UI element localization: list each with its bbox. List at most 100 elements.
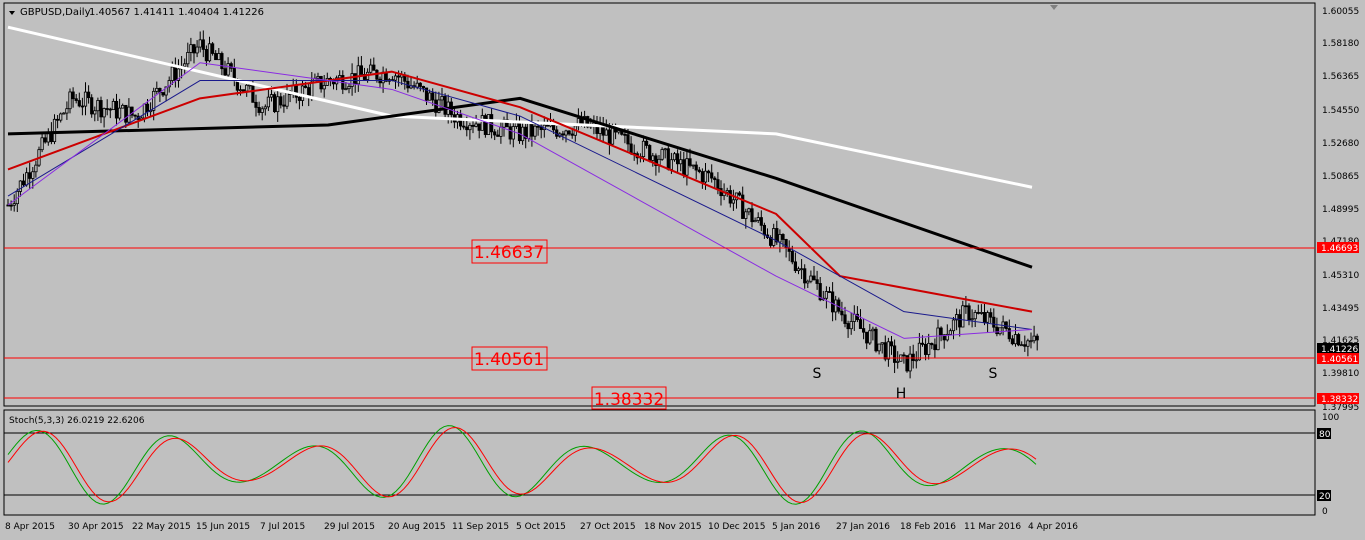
candle-body: [319, 76, 323, 90]
stoch-d-line: [7, 427, 1037, 504]
pattern-head: H: [896, 386, 907, 402]
candle-body: [998, 327, 1002, 335]
candle-body: [269, 94, 274, 98]
time-label: 5 Oct 2015: [516, 522, 566, 532]
candle-body: [105, 108, 109, 110]
candle-body: [688, 158, 692, 166]
candle-body: [545, 124, 550, 127]
candle-body: [489, 114, 494, 133]
candle-body: [939, 327, 943, 336]
candle-body: [517, 122, 522, 142]
candle-body: [195, 46, 199, 54]
time-label: 11 Sep 2015: [452, 522, 509, 532]
candle-body: [862, 328, 866, 333]
candle-body: [679, 159, 683, 165]
candle-body: [257, 106, 261, 113]
candle-body: [815, 279, 819, 284]
candle-body: [800, 268, 804, 271]
candle-body: [524, 126, 528, 139]
candle-body: [806, 280, 810, 284]
time-label: 8 Apr 2015: [5, 522, 55, 532]
level-badge-3: [1317, 393, 1359, 404]
candle-body: [251, 84, 255, 103]
candle-body: [762, 224, 767, 236]
candle-body: [393, 75, 398, 81]
candle-body: [858, 319, 863, 329]
pattern-right-shoulder: S: [989, 366, 998, 382]
candle-body: [56, 118, 60, 121]
candle-body: [192, 44, 196, 54]
time-label: 29 Jul 2015: [324, 522, 375, 532]
candle-body: [837, 299, 841, 312]
price-tick: 1.50865: [1322, 172, 1359, 182]
ma-line-black: [7, 96, 1033, 269]
candle-body: [905, 355, 909, 372]
candle-body: [145, 103, 150, 113]
candle-body: [1026, 340, 1030, 347]
candle-body: [480, 115, 484, 131]
candle-body: [155, 87, 159, 92]
candle-body: [260, 108, 264, 113]
candle-body: [883, 342, 887, 360]
triangle-down-icon[interactable]: [9, 11, 15, 15]
candle-body: [803, 268, 807, 284]
candle-body: [812, 275, 816, 281]
candle-body: [877, 343, 881, 352]
level-label-3: 1.38332: [594, 390, 664, 410]
candle-body: [1035, 335, 1039, 341]
candle-body: [186, 52, 190, 65]
symbol-label: GBPUSD,Daily: [20, 7, 91, 18]
candle-body: [90, 97, 94, 115]
candle-body: [276, 96, 280, 113]
candle-body: [682, 159, 686, 176]
candle-body: [462, 125, 466, 128]
candle-body: [173, 66, 177, 81]
candle-body: [415, 82, 419, 88]
candle-body: [369, 64, 373, 73]
price-tick: 1.54550: [1322, 106, 1359, 116]
candle-body: [421, 86, 426, 89]
candle-body: [694, 164, 698, 171]
candle-body: [942, 334, 946, 341]
candle-body: [951, 319, 956, 332]
candle-body: [1020, 344, 1024, 347]
candle-body: [772, 228, 776, 246]
candle-body: [1029, 340, 1033, 343]
candle-body: [121, 104, 125, 109]
candle-body: [21, 180, 26, 186]
scroll-marker-icon[interactable]: [1050, 5, 1058, 10]
price-panel: [3, 2, 1316, 407]
candle-body: [87, 91, 91, 99]
candle-body: [936, 327, 940, 351]
candle-body: [418, 82, 422, 87]
candle-body: [307, 87, 311, 97]
candle-body: [434, 99, 438, 113]
candle-body: [961, 305, 965, 328]
candle-body: [167, 80, 171, 88]
candle-body: [214, 53, 218, 61]
candle-body: [629, 143, 633, 154]
time-axis: 8 Apr 2015 30 Apr 2015 22 May 2015 15 Ju…: [5, 522, 1078, 532]
candle-body: [530, 122, 534, 137]
stochastic-lines-group: [7, 425, 1037, 505]
candle-body: [356, 65, 360, 85]
candle-body: [982, 312, 987, 323]
candle-body: [1007, 328, 1011, 340]
level-box-2: [471, 346, 548, 371]
candle-body: [285, 91, 289, 107]
candle-body: [703, 170, 708, 183]
candle-body: [759, 217, 763, 226]
pattern-left-shoulder: S: [813, 366, 822, 382]
candle-body: [359, 65, 364, 75]
candle-body: [316, 76, 320, 79]
candle-body: [855, 313, 860, 321]
candle-body: [34, 164, 38, 173]
candle-body: [1017, 334, 1021, 346]
candle-body: [930, 342, 934, 346]
candle-body: [753, 220, 757, 223]
candle-body: [465, 126, 469, 131]
candle-body: [248, 84, 252, 87]
candle-body: [362, 74, 367, 80]
